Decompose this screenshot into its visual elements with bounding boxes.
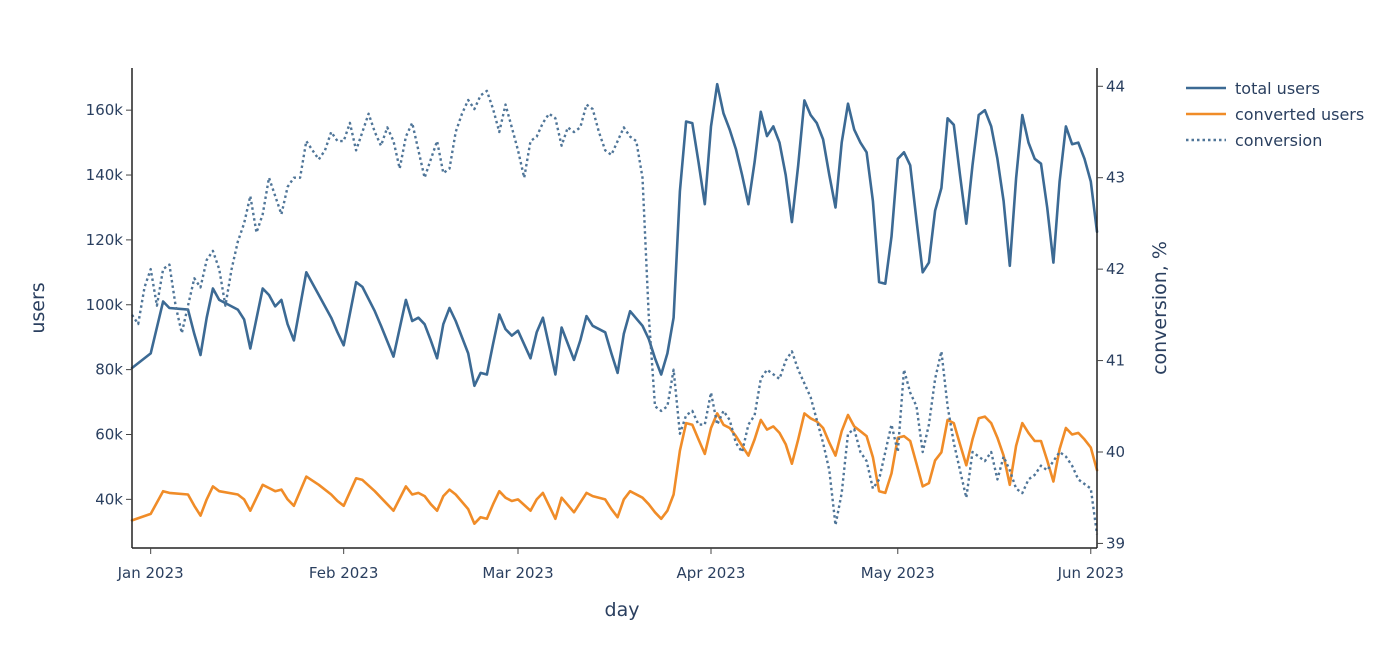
y2-tick-label: 41 bbox=[1106, 352, 1125, 370]
y-axis-title: users bbox=[27, 282, 49, 333]
legend-label: converted users bbox=[1235, 105, 1364, 124]
y2-tick-label: 44 bbox=[1106, 77, 1125, 95]
x-tick-label: Feb 2023 bbox=[309, 564, 379, 582]
y-tick-label: 100k bbox=[86, 296, 124, 314]
x-tick-label: Apr 2023 bbox=[677, 564, 746, 582]
y2-tick-label: 39 bbox=[1106, 534, 1125, 552]
y2-axis-title: conversion, % bbox=[1149, 241, 1171, 375]
y2-tick-label: 40 bbox=[1106, 443, 1125, 461]
plot-area bbox=[130, 82, 1099, 535]
y-tick-label: 140k bbox=[86, 166, 124, 184]
x-tick-label: Jun 2023 bbox=[1057, 564, 1124, 582]
x-tick-label: Mar 2023 bbox=[482, 564, 553, 582]
y-tick-label: 80k bbox=[95, 361, 123, 379]
y-tick-label: 40k bbox=[95, 490, 123, 508]
y2-tick-label: 43 bbox=[1106, 169, 1125, 187]
y-tick-label: 120k bbox=[86, 231, 124, 249]
x-axis-title: day bbox=[605, 599, 640, 621]
y-tick-label: 60k bbox=[95, 425, 123, 443]
x-tick-label: Jan 2023 bbox=[117, 564, 184, 582]
legend-label: total users bbox=[1235, 79, 1320, 98]
x-tick-label: May 2023 bbox=[861, 564, 935, 582]
series-line-total-users bbox=[130, 82, 1099, 388]
axes: 40k 60k 80k 100k 120k 140k 160k 39 40 41 42 43 44 Jan… bbox=[86, 68, 1125, 582]
y2-tick-label: 42 bbox=[1106, 260, 1125, 278]
legend-label: conversion bbox=[1235, 131, 1322, 150]
series-line-converted-users bbox=[130, 412, 1099, 526]
series-line-conversion bbox=[131, 89, 1099, 535]
legend: total users converted users conversion bbox=[1186, 79, 1364, 150]
y-tick-label: 160k bbox=[86, 101, 124, 119]
